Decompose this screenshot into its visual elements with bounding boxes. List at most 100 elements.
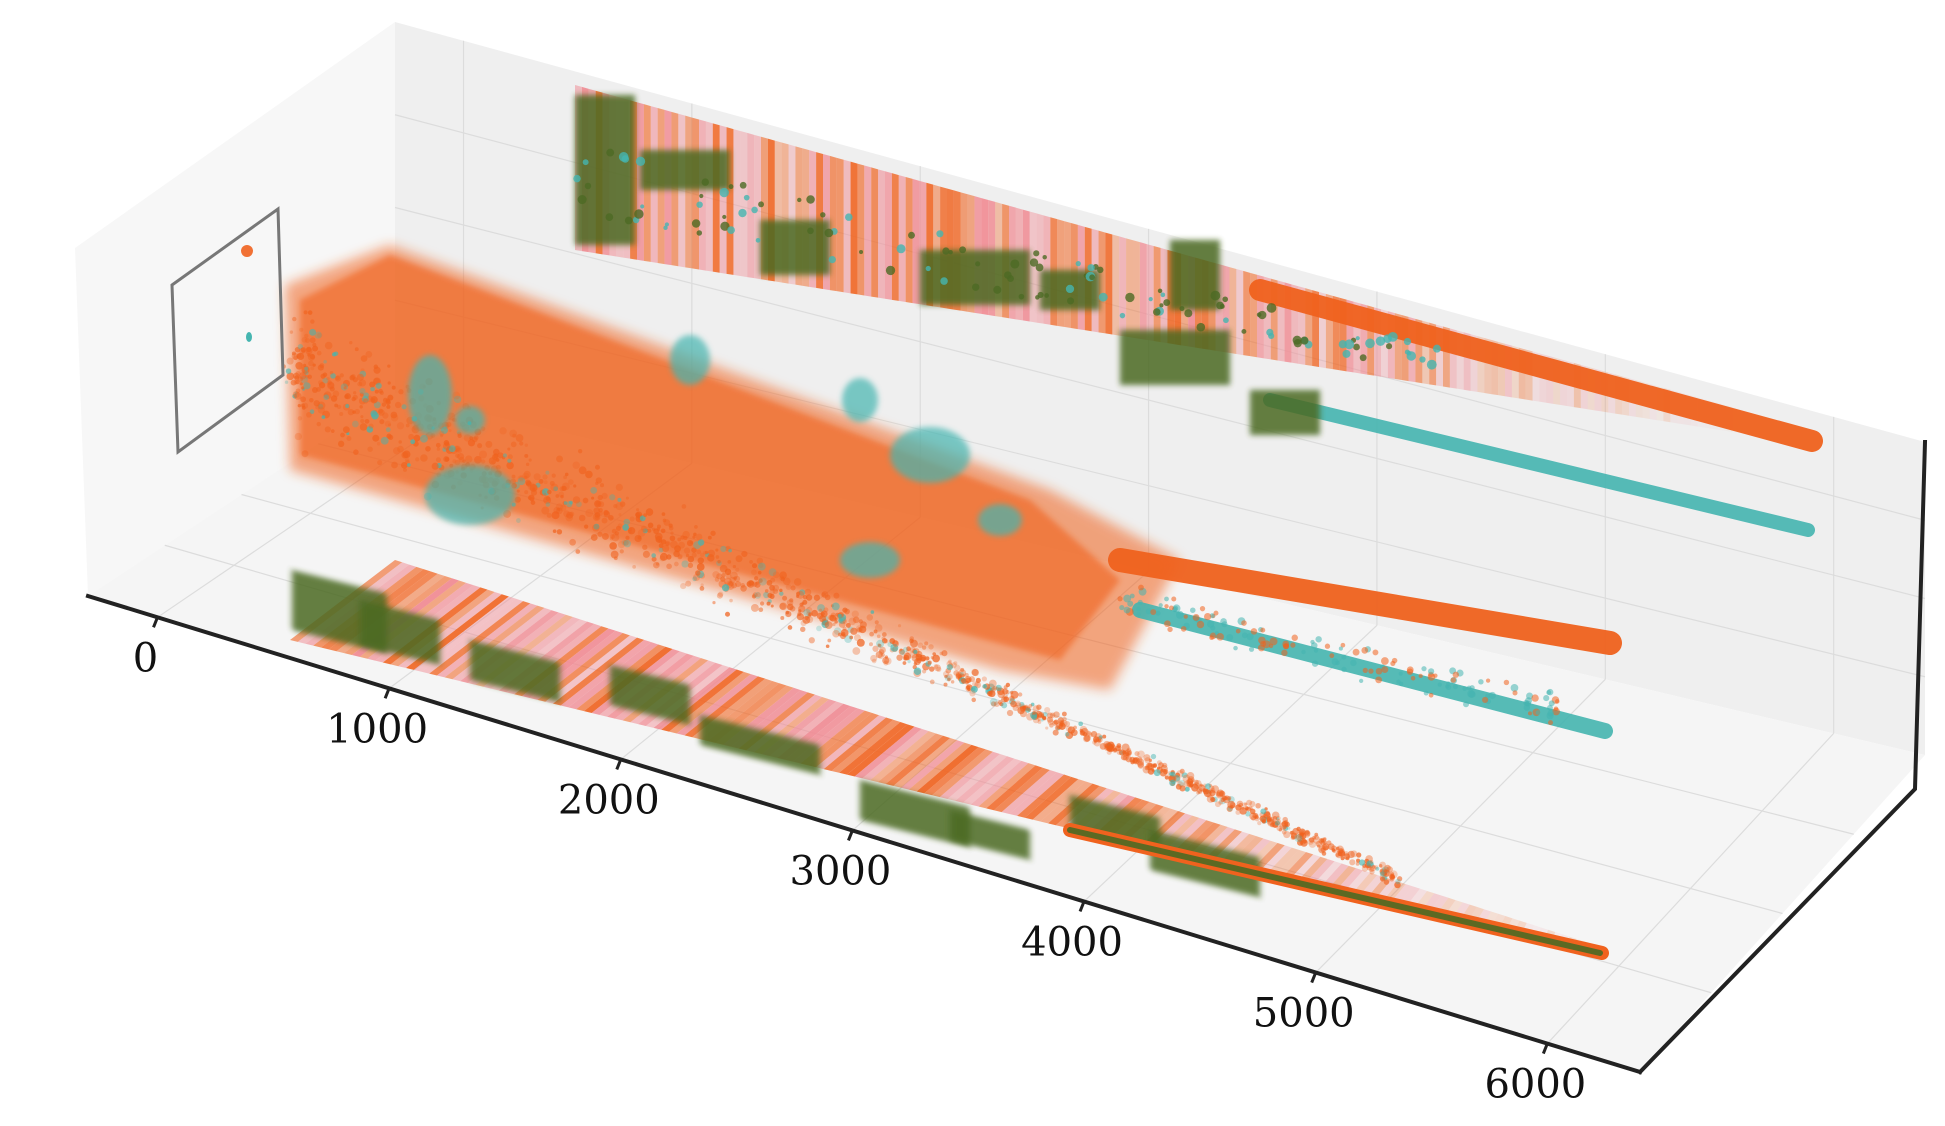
cloud-point	[1298, 830, 1305, 837]
cloud-point	[725, 573, 732, 579]
back-projection-point	[1353, 343, 1360, 351]
cloud-point	[404, 458, 410, 463]
cloud-point	[1266, 817, 1272, 823]
cloud-point	[519, 441, 524, 446]
cloud-point	[642, 528, 648, 534]
trail-point	[1209, 635, 1214, 641]
trail-point	[1260, 627, 1266, 633]
cloud-point	[301, 405, 306, 410]
cloud-point	[691, 552, 697, 558]
cloud-point	[840, 633, 846, 640]
cloud-point	[981, 676, 987, 682]
trail-point	[1164, 604, 1169, 609]
cloud-point	[366, 426, 374, 433]
cloud-point	[598, 501, 605, 508]
cloud-point	[925, 656, 930, 661]
back-projection-point	[1089, 274, 1096, 281]
cloud-point	[910, 639, 918, 648]
cloud-point	[637, 529, 646, 537]
cloud-point	[625, 535, 630, 540]
cloud-point	[856, 638, 865, 647]
cloud-point	[833, 592, 840, 599]
cloud-point	[545, 496, 551, 502]
cloud-point	[617, 541, 626, 549]
back-projection-strip	[1029, 211, 1037, 323]
cloud-point	[454, 446, 460, 452]
cloud-point	[342, 426, 350, 434]
cloud-point	[852, 616, 860, 624]
trail-point	[1350, 659, 1357, 667]
cloud-point	[542, 474, 548, 480]
trail-point	[1482, 696, 1489, 703]
back-projection-point	[828, 255, 836, 264]
back-green-patch	[1250, 390, 1320, 435]
cloud-point	[312, 363, 316, 367]
floor-projection-strip	[993, 767, 1050, 813]
cloud-point	[598, 507, 603, 513]
cloud-point	[474, 456, 482, 464]
cloud-point	[642, 550, 651, 558]
cloud-point	[629, 516, 635, 522]
cloud-point	[443, 440, 450, 446]
cloud-point	[932, 654, 940, 663]
cloud-point	[297, 376, 304, 382]
trail-point	[1168, 605, 1174, 611]
back-projection-point	[722, 214, 727, 220]
floor-projection-strip	[1017, 774, 1072, 818]
axes-panes	[75, 22, 1925, 1072]
cloud-point	[832, 622, 836, 627]
cloud-point	[563, 475, 568, 480]
cloud-point	[728, 548, 732, 553]
back-projection-point	[1342, 349, 1351, 358]
cloud-point	[1384, 869, 1388, 873]
cloud-point	[1116, 743, 1122, 749]
cloud-point	[1057, 717, 1064, 724]
floor-projection-strip	[421, 598, 524, 674]
cloud-point	[1150, 763, 1156, 768]
main-cloud-core	[300, 255, 1120, 660]
back-projection-point	[635, 156, 646, 167]
cloud-point	[1335, 853, 1340, 857]
back-projection-point	[606, 148, 615, 157]
cloud-point	[821, 591, 829, 599]
cloud-point	[750, 603, 759, 612]
cloud-point	[533, 473, 541, 481]
trail-point	[1129, 593, 1135, 599]
cloud-point	[1394, 881, 1401, 889]
cloud-point	[532, 487, 536, 491]
back-projection-point	[1426, 359, 1437, 370]
cloud-point	[294, 392, 302, 400]
cloud-point	[362, 398, 369, 404]
cloud-point	[304, 370, 309, 376]
cloud-point	[453, 395, 462, 404]
cloud-point	[1272, 816, 1278, 821]
cloud-point	[760, 601, 765, 606]
cloud-point	[677, 553, 683, 559]
cloud-point	[295, 388, 301, 393]
trail-point	[1138, 584, 1144, 591]
cloud-point	[301, 450, 309, 458]
cloud-point	[295, 361, 303, 370]
cloud-point	[990, 701, 997, 707]
trail-point	[1207, 620, 1215, 628]
cloud-point	[525, 462, 530, 467]
cloud-point	[1331, 848, 1336, 852]
cloud-point	[310, 366, 315, 371]
cloud-point	[413, 434, 421, 442]
cloud-point	[448, 429, 452, 433]
cloud-point	[902, 661, 907, 665]
cloud-point	[1245, 811, 1251, 817]
cloud-point	[874, 624, 883, 632]
teal-cluster	[455, 406, 485, 434]
cloud-point	[323, 360, 327, 364]
back-projection-point	[1097, 266, 1104, 274]
cloud-point	[1271, 819, 1276, 824]
cloud-point	[330, 373, 336, 379]
cloud-point	[550, 483, 559, 492]
cloud-point	[609, 537, 614, 541]
cloud-point	[1158, 762, 1164, 769]
cloud-point	[1120, 754, 1128, 761]
cloud-point	[936, 666, 942, 672]
cloud-point	[881, 638, 888, 644]
cloud-point	[899, 648, 903, 652]
